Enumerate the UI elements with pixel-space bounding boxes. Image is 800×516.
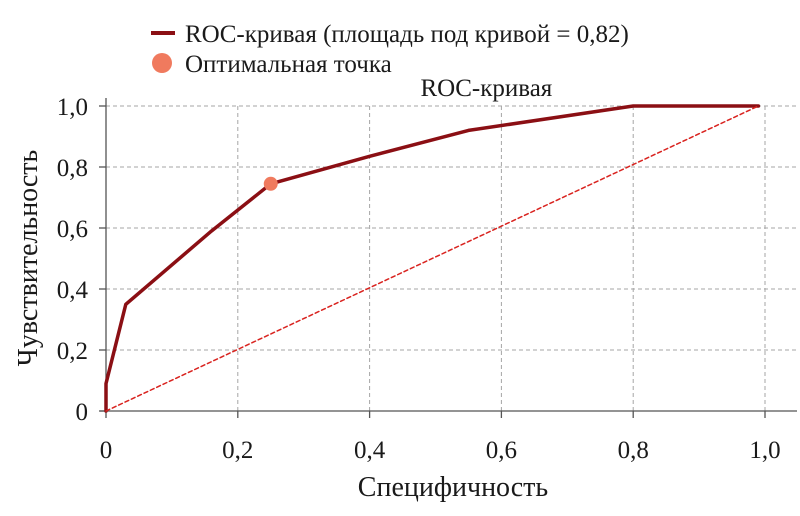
- x-tick-label-4: 0,8: [618, 437, 649, 464]
- x-tick-label-0: 0: [100, 437, 113, 464]
- legend-roc-label: ROC-кривая (площадь под кривой = 0,82): [185, 21, 629, 48]
- grid: [106, 105, 797, 411]
- x-tick-label-1: 0,2: [222, 437, 253, 464]
- legend-optimal-swatch: [152, 53, 172, 73]
- y-tick-label-4: 0,8: [57, 155, 88, 182]
- x-axis-title: Специфичность: [358, 472, 548, 503]
- y-tick-label-3: 0,6: [57, 216, 88, 243]
- y-tick-label-0: 0: [76, 399, 89, 426]
- roc-curve-annotation: ROC-кривая: [420, 75, 552, 102]
- x-tick-label-2: 0,4: [354, 437, 386, 464]
- plot-markers: [263, 176, 278, 191]
- optimal-point-marker: [263, 176, 278, 191]
- diagonal-reference-line: [105, 105, 760, 412]
- x-tick-label-5: 1,0: [749, 437, 780, 464]
- x-tick-label-3: 0,6: [486, 437, 517, 464]
- plot-series: [104, 104, 761, 413]
- tick-labels: 0 0,2 0,4 0,6 0,8 1,0 0 0,2 0,4 0,6 0,8 1,0: [57, 94, 781, 464]
- legend-optimal-label: Оптимальная точка: [185, 51, 392, 78]
- y-tick-label-2: 0,4: [57, 277, 89, 304]
- y-tick-label-1: 0,2: [57, 338, 88, 365]
- axes: [99, 98, 797, 418]
- y-axis-title: Чувствительность: [13, 150, 44, 367]
- legend: ROC-кривая (площадь под кривой = 0,82) О…: [151, 21, 629, 78]
- y-tick-label-5: 1,0: [57, 94, 88, 121]
